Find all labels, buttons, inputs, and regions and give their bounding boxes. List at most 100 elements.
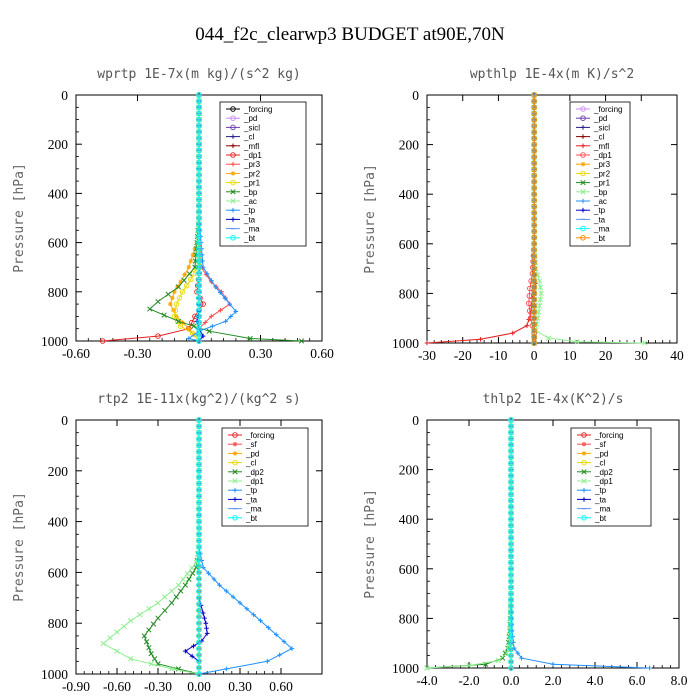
legend-marker: [580, 207, 586, 213]
data-point: [545, 335, 552, 341]
data-point: [531, 247, 537, 253]
data-point: [222, 296, 228, 301]
legend-marker: [230, 106, 236, 112]
data-point: [531, 117, 537, 123]
data-point: [508, 466, 514, 473]
data-point: [531, 185, 537, 191]
legend-marker: [580, 225, 586, 232]
data-point: [196, 301, 202, 307]
data-point: [515, 650, 521, 656]
series-line: [143, 420, 200, 675]
data-point: [196, 295, 202, 301]
data-point: [162, 607, 168, 614]
data-point: [531, 92, 537, 98]
data-point: [196, 474, 202, 480]
legend-label: _pr3: [593, 160, 611, 169]
data-point: [148, 661, 154, 667]
data-point: [196, 461, 202, 468]
data-point: [196, 455, 202, 461]
x-tick-label: 30: [635, 348, 649, 363]
data-point: [199, 558, 205, 563]
legend-box: [219, 101, 307, 247]
data-point: [526, 293, 533, 299]
legend-marker: [581, 478, 587, 484]
legend-label: _bt: [243, 234, 256, 243]
data-point: [196, 209, 202, 215]
x-tick-label: -0.30: [144, 679, 172, 694]
data-point: [531, 234, 537, 241]
series-bt: [196, 92, 202, 344]
legend-label: _pr2: [593, 169, 611, 178]
data-point: [203, 620, 209, 626]
x-tick-label: 0.30: [249, 346, 273, 361]
data-point: [531, 303, 537, 309]
data-point: [508, 572, 514, 578]
data-point: [196, 614, 202, 620]
data-point: [196, 563, 202, 569]
data-point: [196, 141, 202, 147]
data-point: [508, 578, 514, 584]
data-point: [531, 179, 537, 185]
x-tick-label: 8.0: [671, 673, 688, 688]
data-point: [196, 493, 202, 499]
data-point: [196, 289, 202, 295]
data-point: [531, 210, 537, 216]
legend-label: _tp: [593, 206, 606, 215]
legend-label: _sf: [594, 440, 606, 449]
x-tick-label: 6.0: [629, 673, 646, 688]
data-point: [508, 535, 514, 541]
data-point: [190, 252, 196, 258]
data-point: [196, 233, 202, 240]
legend-marker: [230, 207, 236, 213]
legend-marker: [580, 198, 586, 204]
data-point: [196, 178, 202, 184]
data-point: [519, 655, 524, 661]
legend-marker: [232, 478, 238, 484]
data-point: [531, 228, 537, 235]
panel-title: rtp2 1E-11x(kg^2)/(kg^2 s): [97, 392, 301, 407]
data-point: [121, 623, 127, 630]
data-point: [196, 449, 202, 455]
data-point: [188, 276, 194, 283]
data-point: [196, 544, 202, 550]
data-point: [196, 652, 202, 658]
legend-marker: [580, 161, 586, 167]
data-point: [495, 657, 502, 664]
data-point: [155, 615, 161, 621]
legend: _forcing_sf_pd_cl_dp2_dp1_tp_ta_ma_bt: [570, 427, 652, 527]
data-point: [196, 190, 202, 197]
data-point: [196, 671, 202, 677]
y-tick-label: 400: [48, 186, 69, 201]
data-point: [524, 323, 530, 328]
y-tick-label: 800: [48, 616, 69, 631]
data-point: [504, 650, 510, 656]
x-tick-label: -2.0: [458, 673, 480, 688]
data-point: [169, 588, 175, 594]
data-point: [538, 290, 544, 297]
data-point: [298, 338, 305, 344]
legend-label: _cl: [243, 133, 254, 142]
x-tick-label: 0.00: [187, 346, 211, 361]
data-point: [196, 582, 202, 588]
data-point: [128, 656, 134, 662]
data-point: [508, 640, 514, 646]
series-line: [169, 95, 200, 342]
data-point: [258, 618, 263, 623]
data-point: [196, 313, 202, 320]
data-point: [180, 576, 186, 583]
legend-label: _pd: [245, 449, 259, 458]
data-point: [531, 129, 537, 135]
data-point: [186, 336, 192, 341]
legend-marker: [230, 124, 236, 131]
data-point: [150, 621, 157, 627]
legend-label: _forcing: [245, 431, 274, 440]
panel-title: wprtp 1E-7x(m kg)/(s^2 kg): [97, 67, 301, 82]
data-point: [508, 510, 514, 516]
y-tick-label: 600: [399, 562, 420, 577]
data-point: [146, 645, 152, 651]
figure-title: 044_f2c_clearwp3 BUDGET at90E,70N: [195, 24, 505, 45]
legend-label: _sicl: [243, 123, 260, 132]
data-point: [531, 265, 537, 272]
legend-label: _ta: [245, 495, 258, 504]
legend-marker: [232, 451, 238, 456]
